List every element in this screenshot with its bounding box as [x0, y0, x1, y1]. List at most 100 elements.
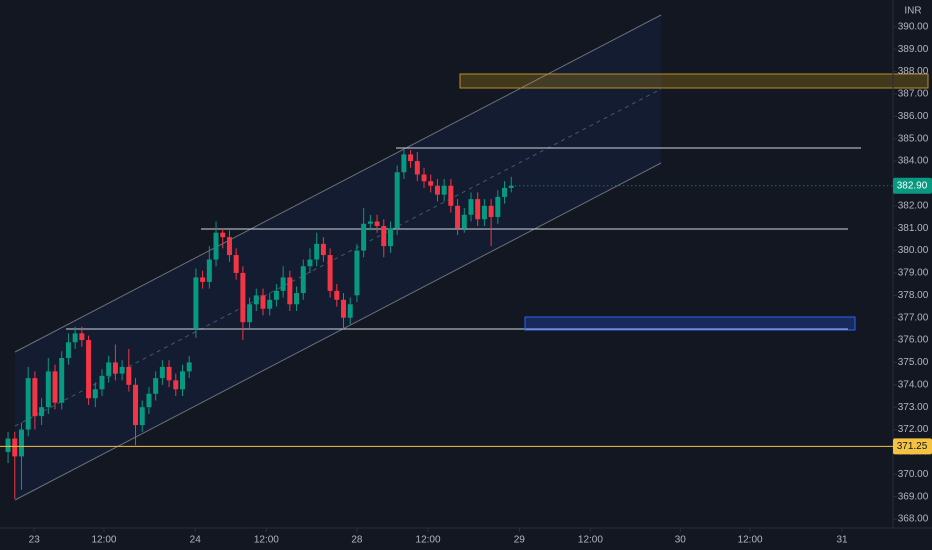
- x-tick-label: 30: [675, 535, 687, 546]
- y-tick-label: 370.00: [898, 469, 929, 480]
- y-tick-label: 386.00: [898, 111, 929, 122]
- candle-body: [186, 362, 192, 372]
- y-tick-label: 368.00: [898, 514, 929, 525]
- candle-body: [139, 407, 145, 426]
- candle-body: [220, 232, 226, 238]
- candle-body: [394, 172, 400, 229]
- x-tick-label: 24: [190, 535, 202, 546]
- candle-body: [146, 393, 152, 408]
- candle-body: [79, 333, 85, 341]
- candle-body: [133, 384, 139, 426]
- candle-body: [455, 205, 461, 229]
- y-tick-label: 387.00: [898, 89, 929, 100]
- candle-body: [159, 366, 165, 379]
- y-tick-label: 390.00: [898, 21, 929, 32]
- candle-body: [12, 438, 18, 457]
- candle-body: [173, 380, 179, 390]
- x-tick-label: 12:00: [91, 535, 116, 546]
- candle-body: [287, 277, 293, 305]
- price-line-label: 371.25: [897, 441, 928, 452]
- candle-body: [421, 174, 427, 182]
- candle-body: [367, 221, 373, 224]
- candle-body: [502, 187, 508, 197]
- y-tick-label: 389.00: [898, 44, 929, 55]
- x-tick-label: 29: [514, 535, 526, 546]
- candle-body: [65, 342, 71, 358]
- y-tick-label: 378.00: [898, 290, 929, 301]
- y-tick-label: 376.00: [898, 335, 929, 346]
- candle-body: [99, 375, 105, 390]
- y-tick-label: 373.00: [898, 402, 929, 413]
- candle-body: [52, 371, 58, 403]
- candle-body: [414, 161, 420, 175]
- candle-body: [408, 154, 414, 162]
- drawings: [14, 14, 929, 501]
- candle-body: [327, 255, 333, 291]
- x-tick-label: 12:00: [254, 535, 279, 546]
- candle-body: [226, 237, 232, 256]
- x-tick-label: 23: [29, 535, 41, 546]
- candle-body: [45, 371, 51, 408]
- candle-body: [106, 362, 112, 376]
- candle-body: [334, 290, 340, 300]
- candle-body: [475, 199, 481, 220]
- last-price-label: 382.90: [897, 180, 928, 191]
- candle-body: [434, 185, 440, 195]
- candle-body: [481, 205, 487, 220]
- x-tick-label: 12:00: [416, 535, 441, 546]
- y-tick-label: 374.00: [898, 379, 929, 390]
- candle-body: [253, 295, 259, 305]
- price-line-tag: [893, 438, 932, 455]
- currency-label: INR: [904, 6, 921, 17]
- candle-body: [25, 378, 31, 430]
- candle-body: [461, 214, 467, 229]
- candle-body: [5, 438, 11, 452]
- y-tick-label: 381.00: [898, 223, 929, 234]
- candle-body: [381, 225, 387, 247]
- y-tick-label: 369.00: [898, 491, 929, 502]
- candle-body: [280, 277, 286, 291]
- y-tick-label: 388.00: [898, 66, 929, 77]
- candle-body: [59, 357, 65, 403]
- candle-body: [247, 304, 253, 323]
- candle-body: [267, 299, 273, 309]
- candle-body: [39, 407, 45, 417]
- x-tick-label: 28: [351, 535, 363, 546]
- demand-zone: [524, 316, 856, 331]
- candle-body: [233, 255, 239, 273]
- candle-body: [92, 389, 98, 399]
- x-tick-label: 12:00: [738, 535, 763, 546]
- y-tick-label: 372.00: [898, 424, 929, 435]
- y-tick-label: 379.00: [898, 268, 929, 279]
- y-tick-label: 384.00: [898, 156, 929, 167]
- candle-body: [341, 299, 347, 318]
- candle-body: [361, 223, 367, 251]
- y-tick-label: 380.00: [898, 245, 929, 256]
- candle-body: [374, 221, 380, 226]
- candle-body: [200, 277, 206, 282]
- candle-body: [119, 366, 125, 374]
- candle-body: [508, 185, 514, 188]
- candle-body: [294, 293, 300, 305]
- candle-body: [153, 378, 159, 394]
- candle-body: [401, 154, 407, 173]
- candle-body: [307, 259, 313, 267]
- candle-body: [347, 304, 353, 318]
- candle-body: [273, 290, 279, 300]
- candle-body: [387, 228, 393, 247]
- candle-body: [112, 362, 118, 374]
- candle-body: [488, 205, 494, 218]
- candle-body: [320, 243, 326, 256]
- candle-body: [166, 366, 172, 381]
- candle-body: [72, 333, 78, 343]
- candle-body: [126, 366, 132, 385]
- candle-body: [441, 185, 447, 195]
- candle-body: [206, 259, 212, 282]
- candle-body: [300, 266, 306, 294]
- y-tick-label: 385.00: [898, 133, 929, 144]
- candle-body: [32, 378, 38, 417]
- candle-body: [18, 429, 24, 457]
- candle-body: [193, 277, 199, 329]
